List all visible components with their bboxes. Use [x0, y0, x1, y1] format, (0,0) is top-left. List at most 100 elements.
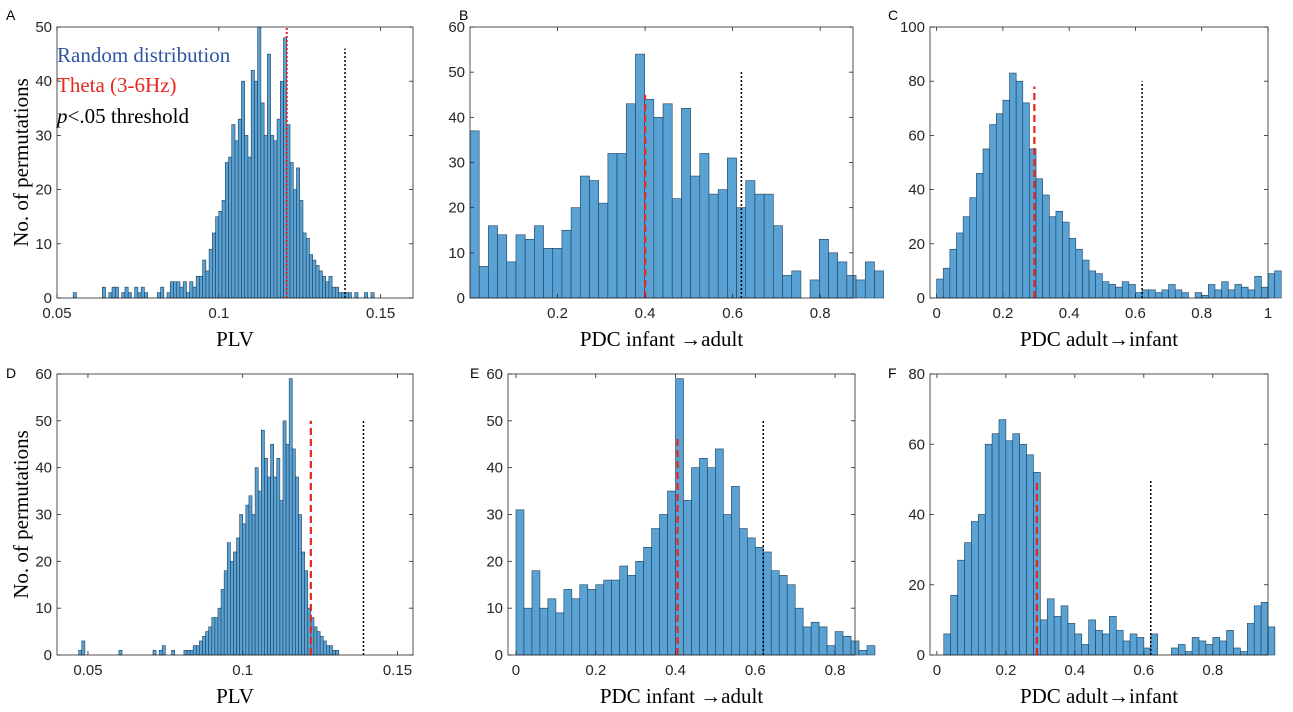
histogram-bar	[199, 640, 203, 656]
histogram-bar	[183, 650, 188, 656]
x-tick-label: 0.8	[810, 305, 831, 322]
histogram-bar	[325, 281, 330, 299]
histogram-bar	[182, 281, 187, 299]
histogram-bar	[291, 448, 296, 656]
histogram-bar	[1253, 605, 1262, 656]
histogram-bar	[231, 124, 236, 299]
histogram-bar	[192, 645, 197, 656]
histogram-bar	[1184, 651, 1193, 656]
y-tick-label: 10	[486, 600, 503, 617]
histogram-bar	[1067, 623, 1076, 656]
histogram-bar	[157, 292, 161, 299]
histogram-bar	[1201, 294, 1209, 299]
histogram-bar	[864, 261, 875, 299]
histogram-bar	[627, 575, 636, 656]
histogram-bar	[949, 248, 957, 299]
x-tick-label: 0.15	[383, 662, 412, 679]
histogram-bar	[322, 276, 326, 299]
y-tick-label: 40	[908, 507, 925, 524]
histogram-bar	[794, 607, 804, 656]
y-tick-label: 40	[448, 109, 465, 126]
histogram-bar	[186, 650, 191, 656]
histogram-bar	[515, 234, 526, 299]
histogram-bar	[370, 292, 375, 299]
histogram-bar	[786, 584, 796, 656]
x-tick-label: 1	[1264, 305, 1272, 322]
x-tick-label: 0.8	[1202, 662, 1223, 679]
histogram-bar	[319, 635, 324, 656]
histogram-bar	[1074, 633, 1083, 656]
histogram-bar	[267, 53, 271, 299]
histogram-bar	[723, 514, 732, 656]
histogram-bar	[982, 148, 990, 299]
histogram-bar	[659, 514, 668, 656]
histogram-bar	[242, 523, 247, 656]
histogram-bar	[1055, 210, 1063, 299]
histogram-bar	[1227, 289, 1236, 299]
histogram-bar	[1115, 286, 1123, 299]
histogram-bar	[176, 281, 181, 299]
histogram-bar	[739, 528, 748, 656]
y-tick-label: 0	[917, 647, 925, 664]
histogram-bar	[301, 551, 305, 656]
histogram-bar	[295, 476, 299, 656]
histogram-bar	[140, 286, 145, 299]
legend-threshold: p<.05 threshold	[55, 104, 189, 128]
histogram-bar	[962, 216, 971, 299]
histogram-bar	[189, 650, 194, 656]
histogram-bar	[169, 281, 174, 299]
histogram-bar	[158, 650, 163, 656]
histogram-bar	[1109, 616, 1117, 656]
histogram-bar	[858, 650, 868, 656]
histogram-bar	[690, 175, 701, 299]
histogram-bar	[212, 232, 216, 299]
histogram-bar	[1022, 102, 1030, 299]
histogram-bar	[1205, 644, 1214, 656]
histogram-bar	[802, 626, 812, 656]
histogram-bar	[754, 193, 765, 299]
histogram-bar	[237, 118, 242, 299]
histogram-bar	[254, 467, 259, 656]
histogram-bar	[279, 500, 284, 656]
y-tick-label: 30	[35, 127, 52, 144]
histogram-bar	[196, 645, 200, 656]
histogram-bar	[1247, 623, 1255, 656]
histogram-bar	[264, 457, 268, 656]
legend-random-distribution: Random distribution	[57, 43, 231, 67]
histogram-bar	[552, 248, 563, 299]
histogram-bars	[469, 53, 884, 299]
histogram-bar	[671, 198, 682, 299]
histogram-bar	[214, 617, 219, 656]
histogram-bar	[571, 598, 581, 656]
x-tick-label: 0.6	[1125, 305, 1146, 322]
y-tick-label: 10	[448, 245, 465, 262]
panel-letter: B	[459, 7, 468, 23]
x-tick-label: 0.4	[635, 305, 656, 322]
histogram-bars	[72, 26, 375, 299]
y-tick-label: 50	[486, 413, 503, 430]
y-tick-label: 0	[457, 290, 465, 307]
histogram-bar	[745, 180, 756, 299]
y-tick-label: 50	[35, 19, 52, 36]
histogram-bar	[347, 292, 352, 299]
histogram-bar	[1171, 647, 1179, 656]
y-tick-label: 60	[35, 366, 52, 383]
y-tick-label: 20	[908, 577, 925, 594]
panel-letter: F	[888, 365, 897, 381]
histogram-bar	[289, 162, 294, 299]
histogram-bar	[543, 248, 554, 299]
histogram-bar	[731, 486, 740, 656]
histogram-bar	[102, 286, 106, 299]
histogram-bar	[598, 202, 609, 299]
histogram-bar	[192, 286, 197, 299]
histogram-bar	[635, 561, 644, 656]
histogram-bar	[818, 626, 828, 656]
x-axis-label: PDC adult→infant	[1020, 327, 1178, 351]
histogram-bar	[1095, 630, 1103, 656]
histogram-bar	[312, 259, 317, 299]
histogram-bars	[943, 419, 1276, 656]
histogram-bar	[1082, 259, 1090, 299]
histogram-bar	[828, 252, 838, 299]
histogram-bar	[250, 70, 255, 299]
histogram-bar	[874, 270, 884, 299]
